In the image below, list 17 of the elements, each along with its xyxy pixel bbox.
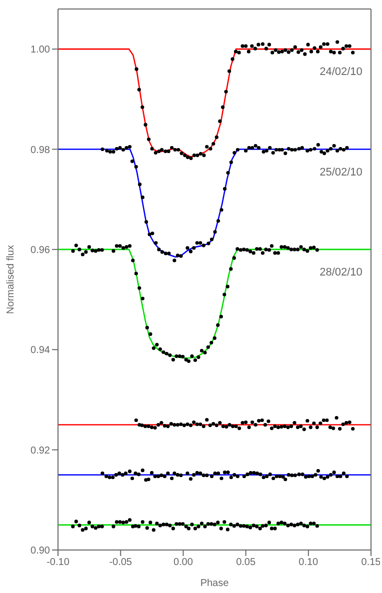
y-tick-label: 0.98: [30, 144, 50, 156]
y-tick-label: 1.00: [30, 44, 50, 56]
x-tick-label: -0.05: [109, 557, 132, 568]
annotation: 24/02/10: [320, 66, 362, 78]
y-tick-label: 0.96: [30, 244, 50, 256]
y-tick-label: 0.90: [30, 546, 50, 557]
annotation: 25/02/10: [320, 166, 362, 178]
x-tick-label: -0.10: [46, 557, 70, 568]
y-tick-label: 0.92: [30, 445, 50, 456]
x-tick-label: 0.10: [298, 557, 319, 568]
x-axis-title: Phase: [200, 578, 230, 589]
x-tick-label: 0.05: [236, 557, 256, 568]
y-axis-title: Normalised flux: [6, 245, 17, 314]
x-tick-label: 0.15: [361, 557, 382, 568]
annotation: 28/02/10: [320, 266, 362, 278]
x-tick-label: 0.00: [173, 557, 194, 568]
y-tick-label: 0.94: [30, 345, 50, 356]
